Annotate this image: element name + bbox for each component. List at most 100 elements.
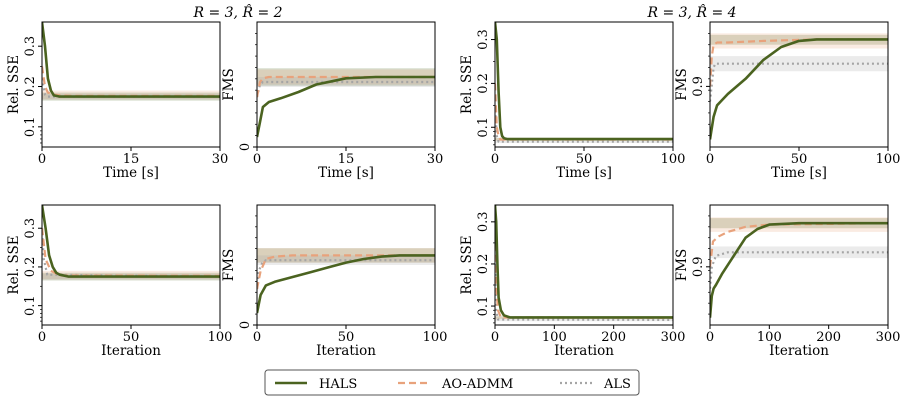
x-tick-label: 30 xyxy=(427,152,444,167)
legend-frame xyxy=(264,369,640,396)
chart-panel-bottom-right: 0 100 200 300 0.9 Iteration FMS xyxy=(674,204,901,359)
y-tick-label: 0 xyxy=(238,143,253,151)
legend: HALS AO-ADMM ALS xyxy=(264,369,640,396)
series-line-als xyxy=(495,263,673,321)
axes-frame xyxy=(494,204,674,326)
legend-label-ao-admm: AO-ADMM xyxy=(441,377,513,392)
band-als xyxy=(495,140,673,144)
series-line-ao-admm xyxy=(495,221,673,319)
y-tick-label: 0.1 xyxy=(476,117,491,138)
y-tick-label: 0.9 xyxy=(691,76,706,97)
series-line-als xyxy=(710,62,888,102)
series-line-ao-admm xyxy=(495,83,673,141)
x-tick-label: 100 xyxy=(876,152,901,167)
y-axis-label: Rel. SSE xyxy=(459,55,475,114)
y-tick-label: 0 xyxy=(238,321,253,329)
x-tick-label: 0 xyxy=(253,152,261,167)
band-als xyxy=(710,246,888,259)
x-tick-label: 0 xyxy=(253,330,261,345)
x-tick-label: 0 xyxy=(706,152,714,167)
y-tick-label: 0.2 xyxy=(23,76,38,97)
x-axis-label: Iteration xyxy=(316,343,376,359)
band-als xyxy=(710,56,888,72)
x-axis-label: Iteration xyxy=(769,343,829,359)
x-tick-label: 0 xyxy=(38,152,46,167)
y-axis-label: Rel. SSE xyxy=(6,235,22,294)
x-axis-label: Time [s] xyxy=(318,165,374,181)
x-axis-label: Time [s] xyxy=(771,165,827,181)
x-tick-label: 200 xyxy=(816,330,841,345)
x-tick-label: 100 xyxy=(542,330,567,345)
x-tick-label: 50 xyxy=(123,330,140,345)
series-group xyxy=(710,33,888,140)
series-line-ao-admm xyxy=(42,228,220,277)
series-group xyxy=(42,22,220,101)
x-tick-label: 100 xyxy=(661,152,686,167)
series-group xyxy=(495,22,673,144)
series-group xyxy=(257,68,435,138)
y-tick-label: 0.3 xyxy=(476,211,491,232)
chart-panel-bottom-left: 0 50 100 0.1 0.2 0.3 Iteration Rel. SSE xyxy=(6,204,233,359)
y-tick-label: 0.2 xyxy=(476,73,491,94)
y-tick-label: 0.1 xyxy=(476,296,491,317)
y-axis-label: FMS xyxy=(221,249,237,281)
series-line-hals xyxy=(495,22,673,141)
series-group xyxy=(710,217,888,318)
y-axis-label: Rel. SSE xyxy=(459,235,475,294)
y-axis-label: FMS xyxy=(674,249,690,281)
x-tick-label: 100 xyxy=(208,330,233,345)
x-tick-label: 0 xyxy=(706,330,714,345)
y-tick-label: 0.1 xyxy=(23,295,38,316)
group-title-right: R = 3, R̂ = 4 xyxy=(646,3,736,21)
x-axis-label: Iteration xyxy=(554,343,614,359)
y-tick-label: 0.3 xyxy=(23,218,38,239)
y-tick-label: 0.1 xyxy=(23,116,38,137)
x-tick-label: 100 xyxy=(757,330,782,345)
axes-frame xyxy=(494,21,674,148)
x-axis-label: Time [s] xyxy=(103,165,159,181)
series-line-ao-admm xyxy=(710,222,888,267)
y-axis-label: Rel. SSE xyxy=(6,55,22,114)
series-group xyxy=(257,248,435,314)
x-axis-label: Time [s] xyxy=(556,165,612,181)
y-tick-label: 0.3 xyxy=(476,29,491,50)
series-line-ao-admm xyxy=(257,75,435,98)
band-als xyxy=(257,77,435,87)
x-tick-label: 15 xyxy=(123,152,140,167)
chart-panel-bottom-mid-left: 0 50 100 0 Iteration FMS xyxy=(221,204,448,359)
x-tick-label: 300 xyxy=(661,330,686,345)
series-line-hals xyxy=(710,221,888,318)
y-tick-label: 0.2 xyxy=(23,257,38,278)
x-tick-label: 15 xyxy=(338,152,355,167)
x-axis-label: Iteration xyxy=(101,343,161,359)
series-line-ao-admm xyxy=(257,254,435,290)
x-tick-label: 200 xyxy=(601,330,626,345)
chart-panel-bottom-mid-right: 0 100 200 300 0.1 0.2 0.3 Iteration Rel. SSE xyxy=(459,204,686,359)
x-tick-label: 0 xyxy=(491,152,499,167)
series-group xyxy=(495,205,673,322)
legend-label-als: ALS xyxy=(603,377,631,392)
chart-panel-top-mid-right: 0 50 100 0.1 0.2 0.3 Time [s] Rel. SSE xyxy=(459,21,686,181)
series-group xyxy=(42,205,220,281)
x-tick-label: 100 xyxy=(423,330,448,345)
x-tick-label: 50 xyxy=(791,152,808,167)
axes-frame xyxy=(41,204,221,326)
x-tick-label: 50 xyxy=(338,330,355,345)
x-tick-label: 0 xyxy=(491,330,499,345)
x-tick-label: 30 xyxy=(212,152,229,167)
series-line-als xyxy=(495,105,673,143)
y-tick-label: 0.2 xyxy=(476,254,491,275)
chart-panel-top-mid-left: 0 15 30 0 Time [s] FMS xyxy=(221,21,444,181)
series-line-hals xyxy=(257,75,435,138)
chart-panel-top-left: 0 15 30 0.1 0.2 0.3 Time [s] Rel. SSE xyxy=(6,21,229,181)
y-tick-label: 0.9 xyxy=(691,256,706,277)
x-tick-label: 300 xyxy=(876,330,901,345)
x-tick-label: 50 xyxy=(576,152,593,167)
series-line-hals xyxy=(495,205,673,319)
series-line-als xyxy=(42,228,220,278)
series-line-hals xyxy=(42,22,220,98)
chart-panel-top-right: 0 50 100 0.9 Time [s] FMS xyxy=(674,21,901,181)
group-title-left: R = 3, R̂ = 2 xyxy=(192,3,282,21)
series-line-hals xyxy=(42,205,220,278)
